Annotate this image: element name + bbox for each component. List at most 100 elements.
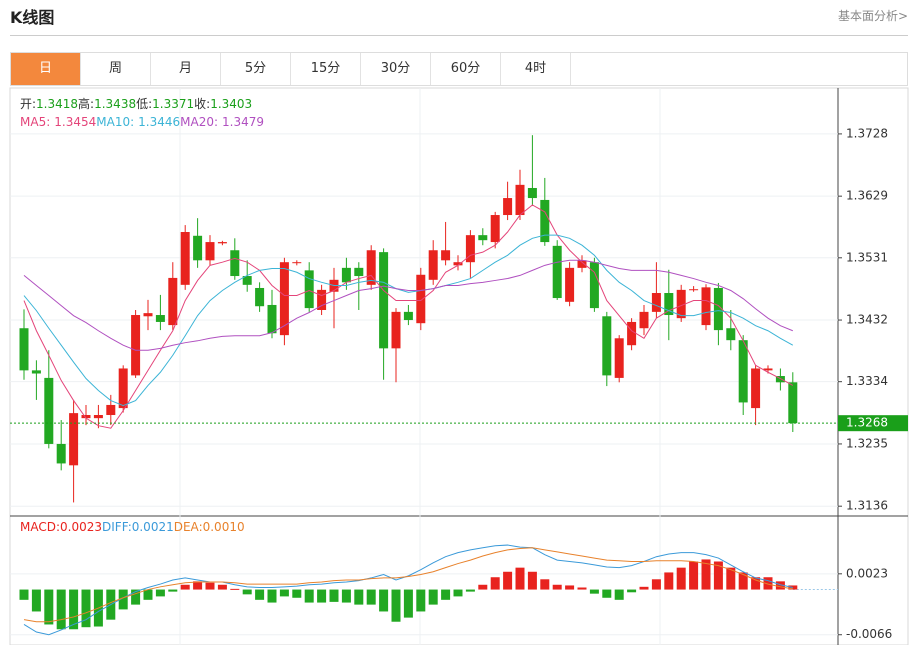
quote-value: 1.3438 <box>94 97 136 111</box>
candle-body <box>775 376 785 383</box>
period-tab[interactable]: 日 <box>11 53 81 85</box>
period-tab[interactable]: 15分 <box>291 53 361 85</box>
candle-body <box>416 274 426 324</box>
macd-bar <box>366 589 376 605</box>
candle-body <box>31 370 41 374</box>
ma-legend: MA5: 1.3454MA10: 1.3446MA20: 1.3479 <box>20 115 264 129</box>
candle-body <box>217 242 227 244</box>
period-tab[interactable]: 5分 <box>221 53 291 85</box>
candle-body <box>614 338 624 378</box>
candle-body <box>93 415 103 419</box>
macd-bar <box>465 589 475 592</box>
macd-bar <box>81 589 91 628</box>
candle-body <box>788 382 798 424</box>
period-tab[interactable]: 月 <box>151 53 221 85</box>
candle-body <box>180 232 190 285</box>
legend-value: 0.0010 <box>203 520 245 534</box>
candle-body <box>292 262 302 264</box>
macd-bar <box>515 567 525 590</box>
macd-bar <box>627 589 637 593</box>
macd-bar <box>379 589 389 612</box>
macd-line <box>23 544 793 636</box>
y-tick-label: 1.3334 <box>846 374 888 388</box>
macd-bar <box>416 589 426 612</box>
candle-body <box>577 260 587 268</box>
macd-bar <box>403 589 413 618</box>
candle-body <box>391 311 401 349</box>
legend-name: DIFF <box>102 520 129 534</box>
candle-body <box>19 328 29 371</box>
macd-bar <box>503 571 513 590</box>
macd-bar <box>478 584 488 590</box>
period-tab[interactable]: 4时 <box>501 53 571 85</box>
macd-bar <box>31 589 41 612</box>
y-tick-label: 1.3235 <box>846 436 888 450</box>
macd-bar <box>738 572 748 590</box>
macd-bar <box>255 589 265 600</box>
macd-bar <box>180 584 190 590</box>
legend-name: MA10 <box>96 115 130 129</box>
legend-sep: : <box>130 115 134 129</box>
macd-bar <box>527 571 537 590</box>
candle-body <box>664 293 674 316</box>
macd-bar <box>329 589 339 602</box>
macd-bar <box>193 581 203 590</box>
analysis-link[interactable]: 基本面分析> <box>837 9 908 23</box>
legend-name: DEA <box>174 520 200 534</box>
macd-bar <box>56 589 66 630</box>
candle-body <box>403 311 413 321</box>
quote-label: 开: <box>20 97 36 111</box>
quote-label: 低: <box>136 97 152 111</box>
macd-bar <box>540 579 550 590</box>
quote-value: 1.3403 <box>210 97 252 111</box>
period-tab[interactable]: 30分 <box>361 53 431 85</box>
macd-bar <box>19 589 29 600</box>
candle-body <box>689 289 699 291</box>
period-tabs: 日周月 5分 15分 30分 60分 4时 <box>10 52 908 86</box>
last-price-label: 1.3268 <box>846 416 888 430</box>
legend-value: 1.3454 <box>54 115 96 129</box>
macd-bar <box>577 587 587 590</box>
macd-bar <box>69 589 79 630</box>
macd-line <box>23 547 793 623</box>
candle-body <box>751 368 761 409</box>
candle-body <box>713 287 723 331</box>
candle-body <box>503 198 513 216</box>
legend-value: 1.3446 <box>138 115 180 129</box>
macd-bar <box>292 589 302 598</box>
candle-body <box>565 267 575 302</box>
macd-bar <box>279 589 289 597</box>
legend-value: 0.0023 <box>60 520 102 534</box>
y-tick-label: 1.3136 <box>846 499 888 513</box>
macd-bar <box>664 572 674 590</box>
candle-body <box>676 289 686 319</box>
candle-body <box>639 311 649 329</box>
candle-body <box>230 250 240 277</box>
macd-bar <box>602 589 612 598</box>
candle-body <box>317 289 327 310</box>
candle-body <box>478 235 488 241</box>
macd-bar <box>565 585 575 590</box>
candle-body <box>44 377 54 444</box>
candle-body <box>490 215 500 243</box>
candle-body <box>341 267 351 283</box>
candle-body <box>205 242 215 261</box>
candle-body <box>69 413 79 466</box>
period-tab[interactable]: 周 <box>81 53 151 85</box>
macd-bar <box>155 589 165 597</box>
legend-name: MA5 <box>20 115 46 129</box>
candle-body <box>131 315 141 376</box>
period-tab[interactable]: 60分 <box>431 53 501 85</box>
macd-bar <box>143 589 153 600</box>
ma-line <box>23 234 794 407</box>
y-tick-label: 0.0023 <box>846 566 888 580</box>
ma-line <box>23 259 793 351</box>
macd-bar <box>676 567 686 590</box>
macd-bar <box>726 567 736 590</box>
macd-bar <box>589 589 599 594</box>
candle-body <box>701 287 711 326</box>
y-tick-label: 1.3432 <box>846 313 888 327</box>
candle-body <box>118 368 128 409</box>
candle-body <box>366 250 376 285</box>
